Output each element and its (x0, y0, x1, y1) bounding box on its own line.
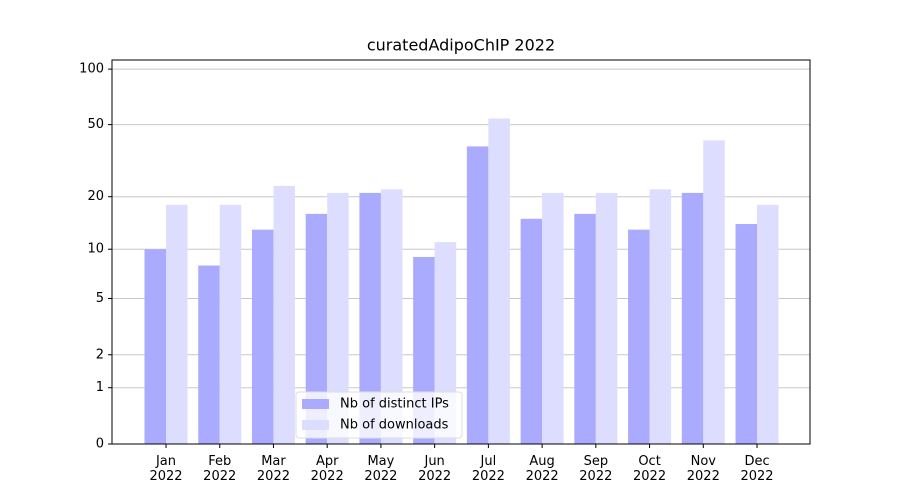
bar (305, 213, 328, 444)
y-tick-label: 2 (96, 347, 104, 362)
y-tick-label: 5 (96, 291, 104, 306)
x-tick-label: Jun 2022 (418, 454, 451, 484)
bar (757, 204, 779, 444)
x-tick-label: Sep 2022 (579, 454, 612, 484)
bar (520, 218, 543, 444)
legend-swatch (302, 420, 329, 430)
bar (595, 192, 618, 444)
legend-label: Nb of distinct IPs (340, 397, 449, 412)
bar (735, 224, 758, 444)
x-tick-label: Jan 2022 (149, 454, 182, 484)
y-tick-label: 0 (96, 437, 104, 452)
bar (628, 229, 650, 444)
bar (273, 185, 295, 444)
x-tick-label: Feb 2022 (203, 454, 236, 484)
bar (219, 204, 242, 444)
legend-label: Nb of downloads (340, 418, 449, 433)
x-tick-label: Oct 2022 (633, 454, 666, 484)
x-tick-label: May 2022 (364, 454, 397, 484)
bar (359, 192, 381, 444)
bar (681, 192, 704, 444)
legend-swatch (302, 399, 329, 409)
bar (649, 189, 672, 444)
bar (574, 213, 596, 444)
y-tick-label: 50 (87, 117, 104, 132)
x-tick-label: Jul 2022 (472, 454, 505, 484)
bar (144, 249, 166, 444)
bar (166, 204, 188, 444)
bar (380, 189, 403, 444)
x-tick-label: Nov 2022 (687, 454, 720, 484)
x-tick-label: Apr 2022 (311, 454, 344, 484)
bar (198, 265, 220, 444)
x-tick-label: Mar 2022 (257, 454, 290, 484)
chart-title: curatedAdipoChIP 2022 (367, 36, 555, 55)
bar (251, 229, 274, 444)
plot-frame (111, 59, 811, 445)
x-tick-label: Dec 2022 (740, 454, 773, 484)
bar (327, 192, 349, 444)
bar (703, 140, 725, 444)
y-tick-label: 10 (87, 242, 104, 257)
bar (542, 192, 564, 444)
x-tick-label: Aug 2022 (526, 454, 559, 484)
y-tick-label: 1 (96, 380, 104, 395)
y-tick-label: 20 (87, 189, 104, 204)
legend-box (295, 391, 463, 439)
bar (466, 146, 489, 444)
y-tick-label: 100 (79, 62, 104, 77)
bar (488, 118, 510, 444)
